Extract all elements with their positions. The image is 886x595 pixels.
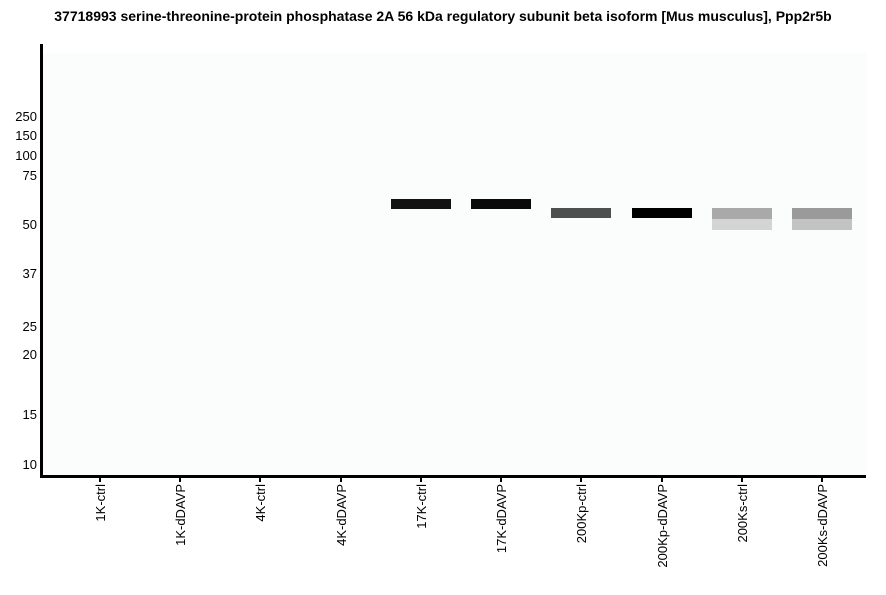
gel-band <box>391 199 451 209</box>
lane-label: 4K-dDAVP <box>334 484 349 546</box>
y-axis-mw-label: 75 <box>22 168 37 183</box>
y-axis-mw-label: 15 <box>22 407 37 422</box>
x-axis-tick <box>500 478 502 482</box>
gel-band <box>712 208 772 219</box>
x-axis-tick <box>179 478 181 482</box>
x-axis-tick <box>580 478 582 482</box>
y-axis-mw-label: 20 <box>22 347 37 362</box>
lane-label: 17K-dDAVP <box>494 484 509 554</box>
y-axis-mw-label: 100 <box>15 148 37 163</box>
y-axis-mw-label: 150 <box>15 128 37 143</box>
lane-label: 200Kp-ctrl <box>574 484 589 544</box>
x-axis-tick <box>821 478 823 482</box>
x-axis-line <box>40 475 866 478</box>
x-axis-tick <box>99 478 101 482</box>
y-axis-mw-label: 50 <box>22 217 37 232</box>
y-axis-line <box>40 44 43 478</box>
lane-label: 200Ks-ctrl <box>735 484 750 543</box>
lane-label: 4K-ctrl <box>253 484 268 522</box>
gel-band <box>471 199 531 209</box>
gel-band <box>551 208 611 218</box>
gel-band <box>792 208 852 219</box>
lane-label: 1K-ctrl <box>93 484 108 522</box>
x-axis-tick <box>741 478 743 482</box>
lane-label: 17K-ctrl <box>414 484 429 529</box>
gel-band <box>792 219 852 230</box>
x-axis-tick <box>661 478 663 482</box>
gel-band <box>712 219 772 230</box>
figure-title: 37718993 serine-threonine-protein phosph… <box>54 8 832 24</box>
x-axis-tick <box>420 478 422 482</box>
y-axis-mw-label: 25 <box>22 319 37 334</box>
plot-area <box>43 53 866 475</box>
gel-band <box>632 208 692 218</box>
y-axis-mw-label: 37 <box>22 266 37 281</box>
lane-label: 200Kp-dDAVP <box>655 484 670 568</box>
lane-label: 1K-dDAVP <box>173 484 188 546</box>
x-axis-tick <box>340 478 342 482</box>
y-axis-mw-label: 10 <box>22 457 37 472</box>
lane-label: 200Ks-dDAVP <box>815 484 830 567</box>
x-axis-tick <box>259 478 261 482</box>
y-axis-mw-label: 250 <box>15 109 37 124</box>
